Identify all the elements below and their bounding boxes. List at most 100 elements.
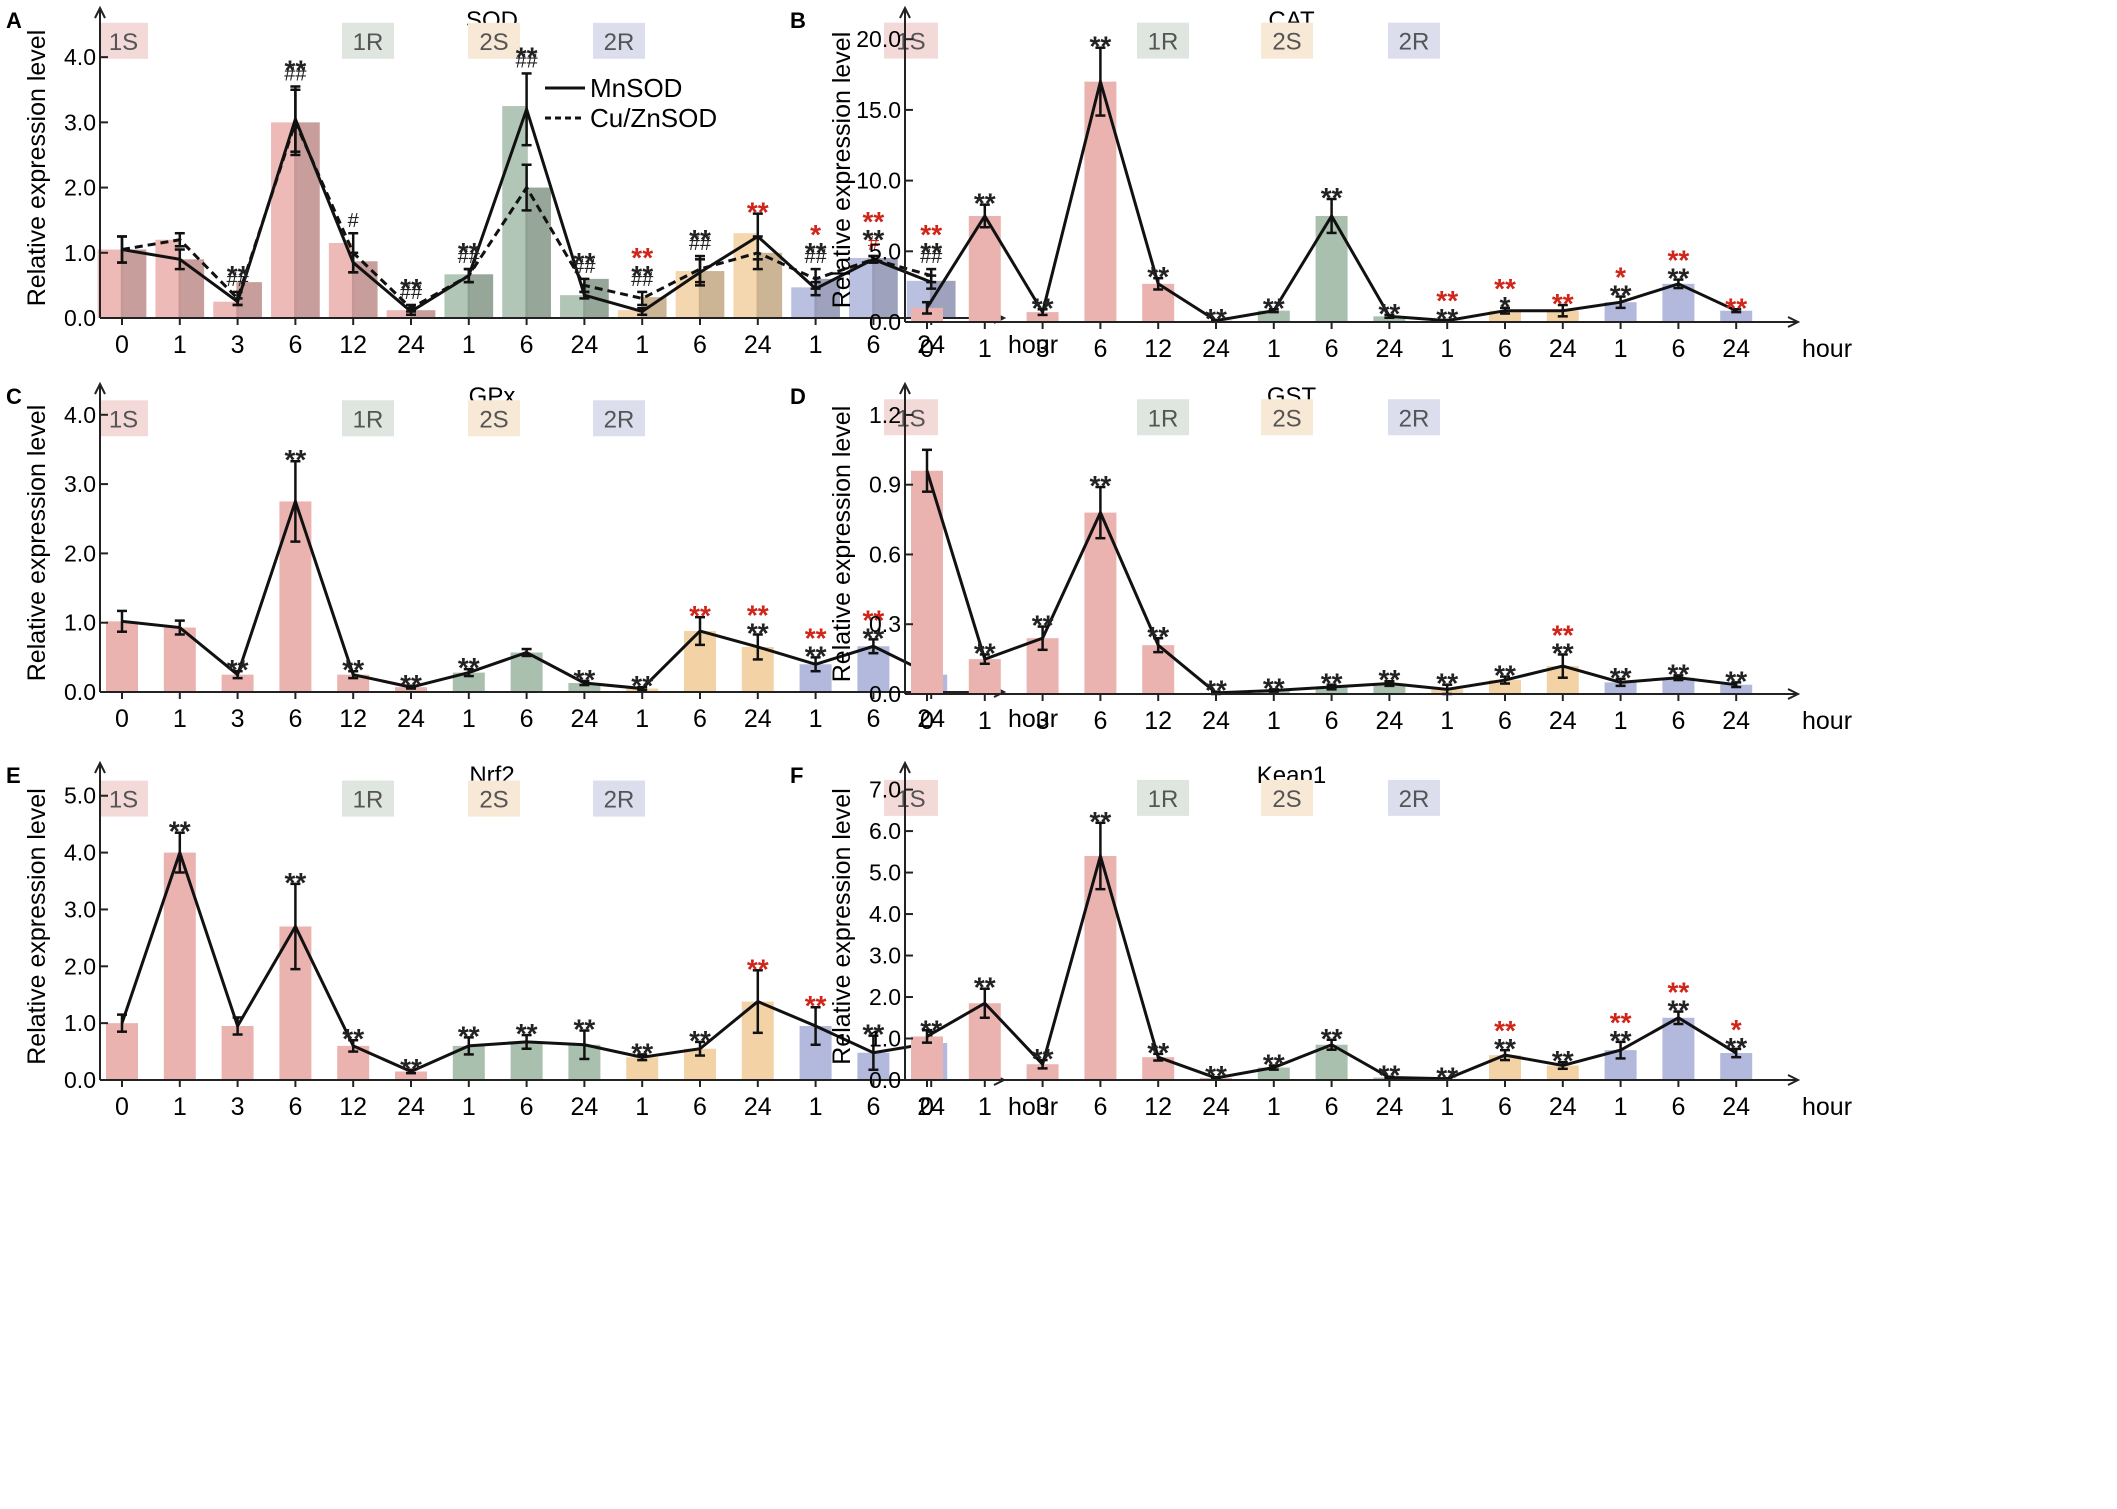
x-tick-label: 1	[635, 1093, 649, 1121]
x-tick-label: 24	[570, 331, 598, 359]
y-tick-label: 0.3	[869, 611, 901, 637]
x-tick-label: 12	[339, 1093, 367, 1121]
x-axis-unit: hour	[1008, 705, 1058, 733]
y-axis-arrow	[94, 760, 106, 774]
x-tick-label: 1	[173, 331, 187, 359]
x-tick-label: 6	[1498, 1093, 1512, 1121]
group-label-2S: 2S	[1272, 786, 1301, 813]
x-tick-label: 0	[115, 705, 129, 733]
x-tick-label: 12	[1144, 335, 1172, 363]
significance-mark: **	[1610, 662, 1632, 693]
significance-mark: **	[747, 953, 769, 984]
significance-mark: **	[1090, 470, 1112, 501]
x-tick-label: 1	[1267, 335, 1281, 363]
bar	[213, 301, 239, 318]
group-label-bg-2R	[1388, 399, 1440, 436]
x-tick-label: 6	[1671, 1093, 1685, 1121]
x-tick-label: 6	[288, 705, 302, 733]
y-tick-label: 0.0	[869, 1067, 901, 1093]
group-label-1R: 1R	[353, 29, 384, 56]
bar	[1257, 1067, 1290, 1080]
bar	[502, 106, 528, 318]
y-tick-label: 4.0	[64, 44, 96, 70]
x-tick-label: 6	[1093, 1093, 1107, 1121]
x-tick-label: 1	[978, 707, 992, 735]
group-label-1S: 1S	[109, 29, 138, 56]
significance-mark: **	[1494, 273, 1516, 304]
x-tick-label: 3	[231, 331, 245, 359]
x-tick-label: 24	[397, 705, 425, 733]
significance-mark: **	[1494, 660, 1516, 691]
bar	[120, 249, 147, 318]
x-tick-label: 1	[635, 705, 649, 733]
y-tick-label: 2.0	[64, 175, 96, 201]
significance-mark: **	[805, 237, 827, 268]
significance-mark: **	[342, 1023, 364, 1054]
x-tick-label: 6	[1671, 335, 1685, 363]
bar	[1084, 512, 1117, 694]
group-label-bg-1S	[884, 399, 938, 436]
bar	[560, 295, 586, 318]
y-tick-label: 1.0	[64, 1010, 96, 1036]
y-tick-label: 5.0	[869, 238, 901, 264]
bar	[1604, 682, 1637, 694]
y-axis-label: Relative expression level	[23, 405, 51, 682]
bar	[1489, 310, 1521, 322]
x-tick-label: 1	[1614, 335, 1628, 363]
significance-mark: **	[285, 867, 307, 898]
bar	[1373, 316, 1406, 322]
x-tick-label: 6	[1671, 707, 1685, 735]
x-tick-label: 1	[1267, 1093, 1281, 1121]
x-tick-label: 24	[1375, 707, 1403, 735]
group-label-2R: 2R	[1399, 29, 1430, 56]
significance-mark: **	[1379, 664, 1401, 695]
x-tick-label: 12	[1144, 1093, 1172, 1121]
group-label-2S: 2S	[1272, 405, 1301, 432]
group-label-1R: 1R	[1148, 786, 1179, 813]
significance-mark: **	[1436, 1061, 1458, 1092]
x-tick-label: 0	[920, 707, 934, 735]
x-tick-label: 3	[1036, 335, 1050, 363]
x-axis-arrow	[1787, 688, 1801, 700]
significance-mark: **	[863, 224, 885, 255]
significance-mark: **	[1263, 672, 1285, 703]
panel-letter: C	[6, 384, 22, 409]
y-tick-label: 0.0	[64, 679, 96, 705]
y-tick-label: 1.0	[64, 240, 96, 266]
x-tick-label: 24	[570, 705, 598, 733]
significance-mark: **	[1379, 1060, 1401, 1091]
x-tick-label: 1	[978, 335, 992, 363]
group-label-bg-1S	[884, 22, 938, 59]
panel-letter: A	[6, 8, 22, 33]
significance-mark: **	[689, 600, 711, 631]
x-tick-label: 12	[339, 705, 367, 733]
x-tick-label: 6	[866, 705, 880, 733]
y-tick-label: 5.0	[869, 860, 901, 886]
significance-mark: **	[1436, 285, 1458, 316]
group-label-2S: 2S	[479, 787, 508, 814]
y-axis-label: Relative expression level	[23, 788, 51, 1065]
x-tick-label: 1	[1440, 335, 1454, 363]
significance-mark: **	[458, 237, 480, 268]
significance-mark: **	[1090, 806, 1112, 837]
significance-mark: **	[227, 654, 249, 685]
significance-mark: **	[1263, 292, 1285, 323]
significance-mark: **	[1552, 637, 1574, 668]
significance-mark: **	[1725, 292, 1747, 323]
group-label-bg-2S	[1261, 22, 1313, 59]
significance-mark: **	[631, 670, 653, 701]
y-tick-label: 2.0	[869, 984, 901, 1010]
significance-mark: ##	[573, 256, 596, 278]
significance-mark: **	[631, 260, 653, 291]
x-tick-label: 12	[1144, 707, 1172, 735]
bar	[640, 297, 667, 318]
bar	[1373, 683, 1406, 694]
bar	[698, 271, 725, 318]
group-label-bg-1S	[99, 780, 148, 817]
group-label-bg-1S	[884, 779, 938, 816]
x-tick-label: 6	[693, 705, 707, 733]
significance-mark: **	[574, 1014, 596, 1045]
significance-mark: **	[1147, 1037, 1169, 1068]
